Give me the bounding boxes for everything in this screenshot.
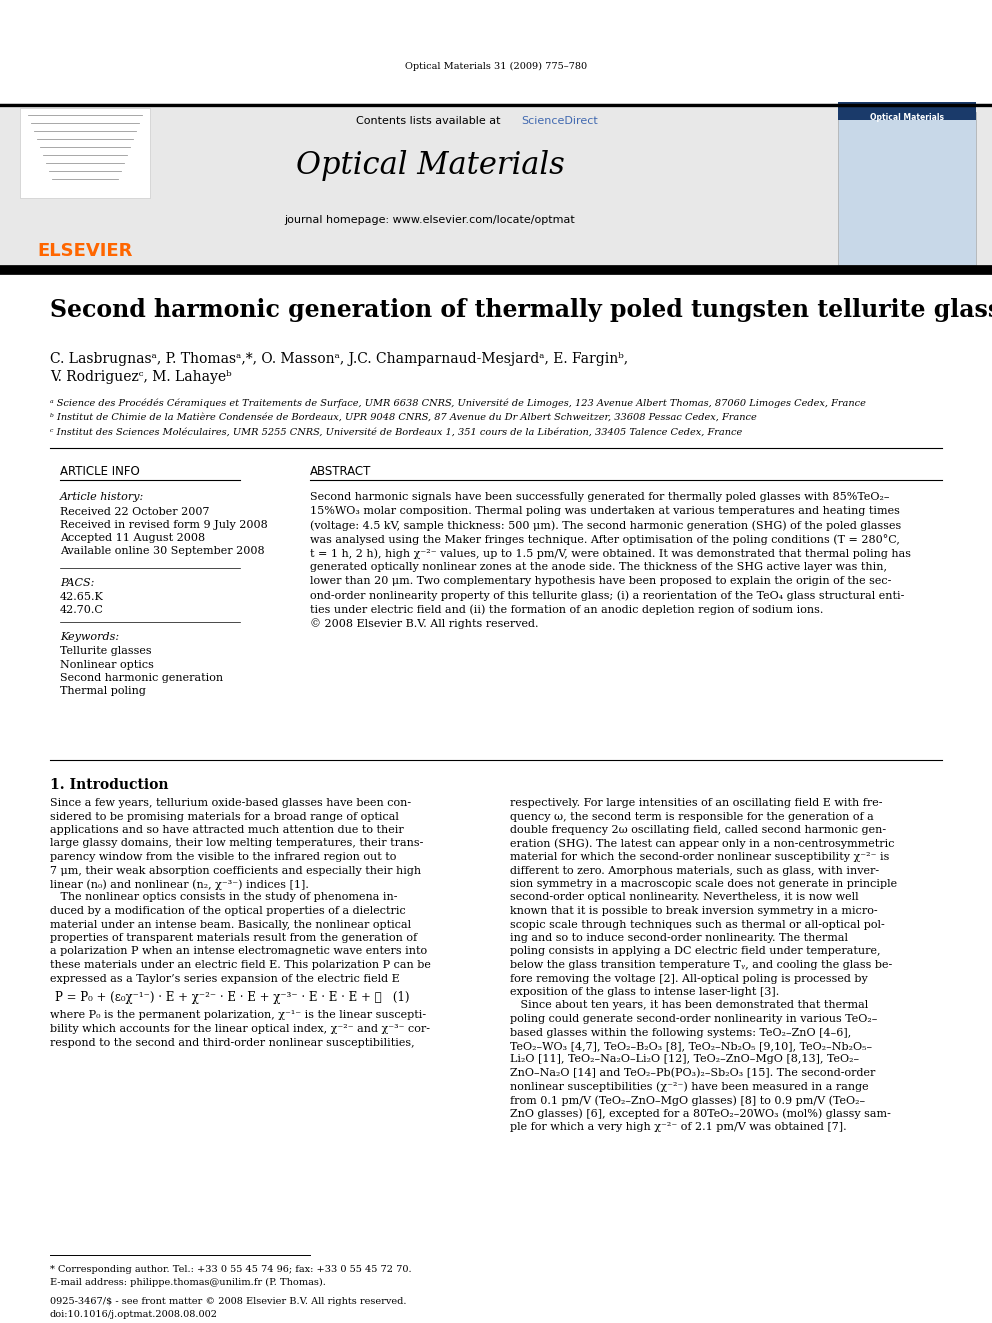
Text: respectively. For large intensities of an oscillating field E with fre-: respectively. For large intensities of a… xyxy=(510,798,883,808)
Text: Optical Materials: Optical Materials xyxy=(870,112,944,122)
Text: properties of transparent materials result from the generation of: properties of transparent materials resu… xyxy=(50,933,417,943)
Text: Nonlinear optics: Nonlinear optics xyxy=(60,659,154,669)
Text: Tellurite glasses: Tellurite glasses xyxy=(60,646,152,656)
Text: ᵇ Institut de Chimie de la Matière Condensée de Bordeaux, UPR 9048 CNRS, 87 Aven: ᵇ Institut de Chimie de la Matière Conde… xyxy=(50,413,757,422)
Text: Optical Materials: Optical Materials xyxy=(296,149,564,181)
Text: ing and so to induce second-order nonlinearity. The thermal: ing and so to induce second-order nonlin… xyxy=(510,933,848,943)
Text: 7 μm, their weak absorption coefficients and especially their high: 7 μm, their weak absorption coefficients… xyxy=(50,865,422,876)
Text: Received 22 October 2007: Received 22 October 2007 xyxy=(60,507,209,517)
FancyBboxPatch shape xyxy=(838,102,976,120)
Text: ABSTRACT: ABSTRACT xyxy=(310,464,371,478)
Text: respond to the second and third-order nonlinear susceptibilities,: respond to the second and third-order no… xyxy=(50,1037,415,1048)
Text: ZnO–Na₂O [14] and TeO₂–Pb(PO₃)₂–Sb₂O₃ [15]. The second-order: ZnO–Na₂O [14] and TeO₂–Pb(PO₃)₂–Sb₂O₃ [1… xyxy=(510,1068,875,1078)
Text: t = 1 h, 2 h), high χ⁻²⁻ values, up to 1.5 pm/V, were obtained. It was demonstra: t = 1 h, 2 h), high χ⁻²⁻ values, up to 1… xyxy=(310,548,911,558)
Text: a polarization P when an intense electromagnetic wave enters into: a polarization P when an intense electro… xyxy=(50,946,428,957)
Text: sidered to be promising materials for a broad range of optical: sidered to be promising materials for a … xyxy=(50,811,399,822)
Text: PACS:: PACS: xyxy=(60,578,94,587)
Text: Thermal poling: Thermal poling xyxy=(60,687,146,696)
Text: these materials under an electric field E. This polarization P can be: these materials under an electric field … xyxy=(50,960,431,970)
Text: Article history:: Article history: xyxy=(60,492,144,501)
Text: below the glass transition temperature Tᵧ, and cooling the glass be-: below the glass transition temperature T… xyxy=(510,960,892,970)
Text: Contents lists available at: Contents lists available at xyxy=(356,116,504,126)
Text: material under an intense beam. Basically, the nonlinear optical: material under an intense beam. Basicall… xyxy=(50,919,411,930)
Text: Keywords:: Keywords: xyxy=(60,632,119,642)
Text: material for which the second-order nonlinear susceptibility χ⁻²⁻ is: material for which the second-order nonl… xyxy=(510,852,890,863)
Text: duced by a modification of the optical properties of a dielectric: duced by a modification of the optical p… xyxy=(50,906,406,916)
Text: lower than 20 μm. Two complementary hypothesis have been proposed to explain the: lower than 20 μm. Two complementary hypo… xyxy=(310,576,892,586)
Text: ᶜ Institut des Sciences Moléculaires, UMR 5255 CNRS, Université de Bordeaux 1, 3: ᶜ Institut des Sciences Moléculaires, UM… xyxy=(50,429,742,437)
Text: sion symmetry in a macroscopic scale does not generate in principle: sion symmetry in a macroscopic scale doe… xyxy=(510,878,897,889)
Text: quency ω, the second term is responsible for the generation of a: quency ω, the second term is responsible… xyxy=(510,811,874,822)
Text: applications and so have attracted much attention due to their: applications and so have attracted much … xyxy=(50,826,404,835)
Text: ond-order nonlinearity property of this tellurite glass; (i) a reorientation of : ond-order nonlinearity property of this … xyxy=(310,590,905,601)
Text: Available online 30 September 2008: Available online 30 September 2008 xyxy=(60,546,265,556)
Text: TeO₂–WO₃ [4,7], TeO₂–B₂O₃ [8], TeO₂–Nb₂O₅ [9,10], TeO₂–Nb₂O₅–: TeO₂–WO₃ [4,7], TeO₂–B₂O₃ [8], TeO₂–Nb₂O… xyxy=(510,1041,872,1050)
Text: scopic scale through techniques such as thermal or all-optical pol-: scopic scale through techniques such as … xyxy=(510,919,885,930)
Text: known that it is possible to break inversion symmetry in a micro-: known that it is possible to break inver… xyxy=(510,906,878,916)
Text: poling could generate second-order nonlinearity in various TeO₂–: poling could generate second-order nonli… xyxy=(510,1013,877,1024)
Text: was analysed using the Maker fringes technique. After optimisation of the poling: was analysed using the Maker fringes tec… xyxy=(310,534,900,545)
FancyBboxPatch shape xyxy=(838,112,976,265)
Text: V. Rodriguezᶜ, M. Lahayeᵇ: V. Rodriguezᶜ, M. Lahayeᵇ xyxy=(50,370,231,384)
FancyBboxPatch shape xyxy=(0,108,992,270)
Text: journal homepage: www.elsevier.com/locate/optmat: journal homepage: www.elsevier.com/locat… xyxy=(285,216,575,225)
Text: ᵃ Science des Procédés Céramiques et Traitements de Surface, UMR 6638 CNRS, Univ: ᵃ Science des Procédés Céramiques et Tra… xyxy=(50,398,866,407)
Text: * Corresponding author. Tel.: +33 0 55 45 74 96; fax: +33 0 55 45 72 70.: * Corresponding author. Tel.: +33 0 55 4… xyxy=(50,1265,412,1274)
Text: from 0.1 pm/V (TeO₂–ZnO–MgO glasses) [8] to 0.9 pm/V (TeO₂–: from 0.1 pm/V (TeO₂–ZnO–MgO glasses) [8]… xyxy=(510,1095,865,1106)
Text: ple for which a very high χ⁻²⁻ of 2.1 pm/V was obtained [7].: ple for which a very high χ⁻²⁻ of 2.1 pm… xyxy=(510,1122,846,1132)
Text: where P₀ is the permanent polarization, χ⁻¹⁻ is the linear suscepti-: where P₀ is the permanent polarization, … xyxy=(50,1011,427,1020)
Text: fore removing the voltage [2]. All-optical poling is processed by: fore removing the voltage [2]. All-optic… xyxy=(510,974,868,983)
Text: The nonlinear optics consists in the study of phenomena in-: The nonlinear optics consists in the stu… xyxy=(50,893,398,902)
Text: Second harmonic signals have been successfully generated for thermally poled gla: Second harmonic signals have been succes… xyxy=(310,492,890,501)
Text: Second harmonic generation: Second harmonic generation xyxy=(60,673,223,683)
Text: 42.70.C: 42.70.C xyxy=(60,605,104,615)
Text: (voltage: 4.5 kV, sample thickness: 500 μm). The second harmonic generation (SHG: (voltage: 4.5 kV, sample thickness: 500 … xyxy=(310,520,902,531)
Text: 1. Introduction: 1. Introduction xyxy=(50,778,169,792)
Text: C. Lasbrugnasᵃ, P. Thomasᵃ,*, O. Massonᵃ, J.C. Champarnaud-Mesjardᵃ, E. Farginᵇ,: C. Lasbrugnasᵃ, P. Thomasᵃ,*, O. Massonᵃ… xyxy=(50,352,628,366)
Text: ScienceDirect: ScienceDirect xyxy=(522,116,598,126)
Text: P = P₀ + (ε₀χ⁻¹⁻) · E + χ⁻²⁻ · E · E + χ⁻³⁻ · E · E · E + ⋯   (1): P = P₀ + (ε₀χ⁻¹⁻) · E + χ⁻²⁻ · E · E + χ… xyxy=(55,991,410,1004)
Text: exposition of the glass to intense laser-light [3].: exposition of the glass to intense laser… xyxy=(510,987,780,998)
Text: poling consists in applying a DC electric field under temperature,: poling consists in applying a DC electri… xyxy=(510,946,881,957)
Text: ELSEVIER: ELSEVIER xyxy=(38,242,133,261)
Text: ties under electric field and (ii) the formation of an anodic depletion region o: ties under electric field and (ii) the f… xyxy=(310,605,823,615)
Text: 0925-3467/$ - see front matter © 2008 Elsevier B.V. All rights reserved.: 0925-3467/$ - see front matter © 2008 El… xyxy=(50,1297,407,1306)
Text: ZnO glasses) [6], excepted for a 80TeO₂–20WO₃ (mol%) glassy sam-: ZnO glasses) [6], excepted for a 80TeO₂–… xyxy=(510,1109,891,1119)
Text: 15%WO₃ molar composition. Thermal poling was undertaken at various temperatures : 15%WO₃ molar composition. Thermal poling… xyxy=(310,505,900,516)
Text: Since a few years, tellurium oxide-based glasses have been con-: Since a few years, tellurium oxide-based… xyxy=(50,798,411,808)
Text: based glasses within the following systems: TeO₂–ZnO [4–6],: based glasses within the following syste… xyxy=(510,1028,851,1037)
Text: linear (n₀) and nonlinear (n₂, χ⁻³⁻) indices [1].: linear (n₀) and nonlinear (n₂, χ⁻³⁻) ind… xyxy=(50,878,309,889)
Text: Second harmonic generation of thermally poled tungsten tellurite glass: Second harmonic generation of thermally … xyxy=(50,298,992,321)
Text: double frequency 2ω oscillating field, called second harmonic gen-: double frequency 2ω oscillating field, c… xyxy=(510,826,886,835)
Text: Since about ten years, it has been demonstrated that thermal: Since about ten years, it has been demon… xyxy=(510,1000,868,1011)
Text: ARTICLE INFO: ARTICLE INFO xyxy=(60,464,140,478)
Text: eration (SHG). The latest can appear only in a non-centrosymmetric: eration (SHG). The latest can appear onl… xyxy=(510,839,895,849)
Text: bility which accounts for the linear optical index, χ⁻²⁻ and χ⁻³⁻ cor-: bility which accounts for the linear opt… xyxy=(50,1024,430,1035)
Text: Li₂O [11], TeO₂–Na₂O–Li₂O [12], TeO₂–ZnO–MgO [8,13], TeO₂–: Li₂O [11], TeO₂–Na₂O–Li₂O [12], TeO₂–ZnO… xyxy=(510,1054,859,1065)
Text: large glassy domains, their low melting temperatures, their trans-: large glassy domains, their low melting … xyxy=(50,839,424,848)
FancyBboxPatch shape xyxy=(20,108,150,198)
Text: expressed as a Taylor’s series expansion of the electric field E: expressed as a Taylor’s series expansion… xyxy=(50,974,400,983)
Text: nonlinear susceptibilities (χ⁻²⁻) have been measured in a range: nonlinear susceptibilities (χ⁻²⁻) have b… xyxy=(510,1081,869,1091)
Text: different to zero. Amorphous materials, such as glass, with inver-: different to zero. Amorphous materials, … xyxy=(510,865,879,876)
Text: Accepted 11 August 2008: Accepted 11 August 2008 xyxy=(60,533,205,542)
Text: Received in revised form 9 July 2008: Received in revised form 9 July 2008 xyxy=(60,520,268,531)
Text: © 2008 Elsevier B.V. All rights reserved.: © 2008 Elsevier B.V. All rights reserved… xyxy=(310,618,539,628)
Text: generated optically nonlinear zones at the anode side. The thickness of the SHG : generated optically nonlinear zones at t… xyxy=(310,562,887,572)
Text: parency window from the visible to the infrared region out to: parency window from the visible to the i… xyxy=(50,852,397,863)
Text: E-mail address: philippe.thomas@unilim.fr (P. Thomas).: E-mail address: philippe.thomas@unilim.f… xyxy=(50,1278,326,1287)
Text: second-order optical nonlinearity. Nevertheless, it is now well: second-order optical nonlinearity. Never… xyxy=(510,893,859,902)
Text: doi:10.1016/j.optmat.2008.08.002: doi:10.1016/j.optmat.2008.08.002 xyxy=(50,1310,218,1319)
Text: 42.65.K: 42.65.K xyxy=(60,591,104,602)
Text: Optical Materials 31 (2009) 775–780: Optical Materials 31 (2009) 775–780 xyxy=(405,62,587,71)
